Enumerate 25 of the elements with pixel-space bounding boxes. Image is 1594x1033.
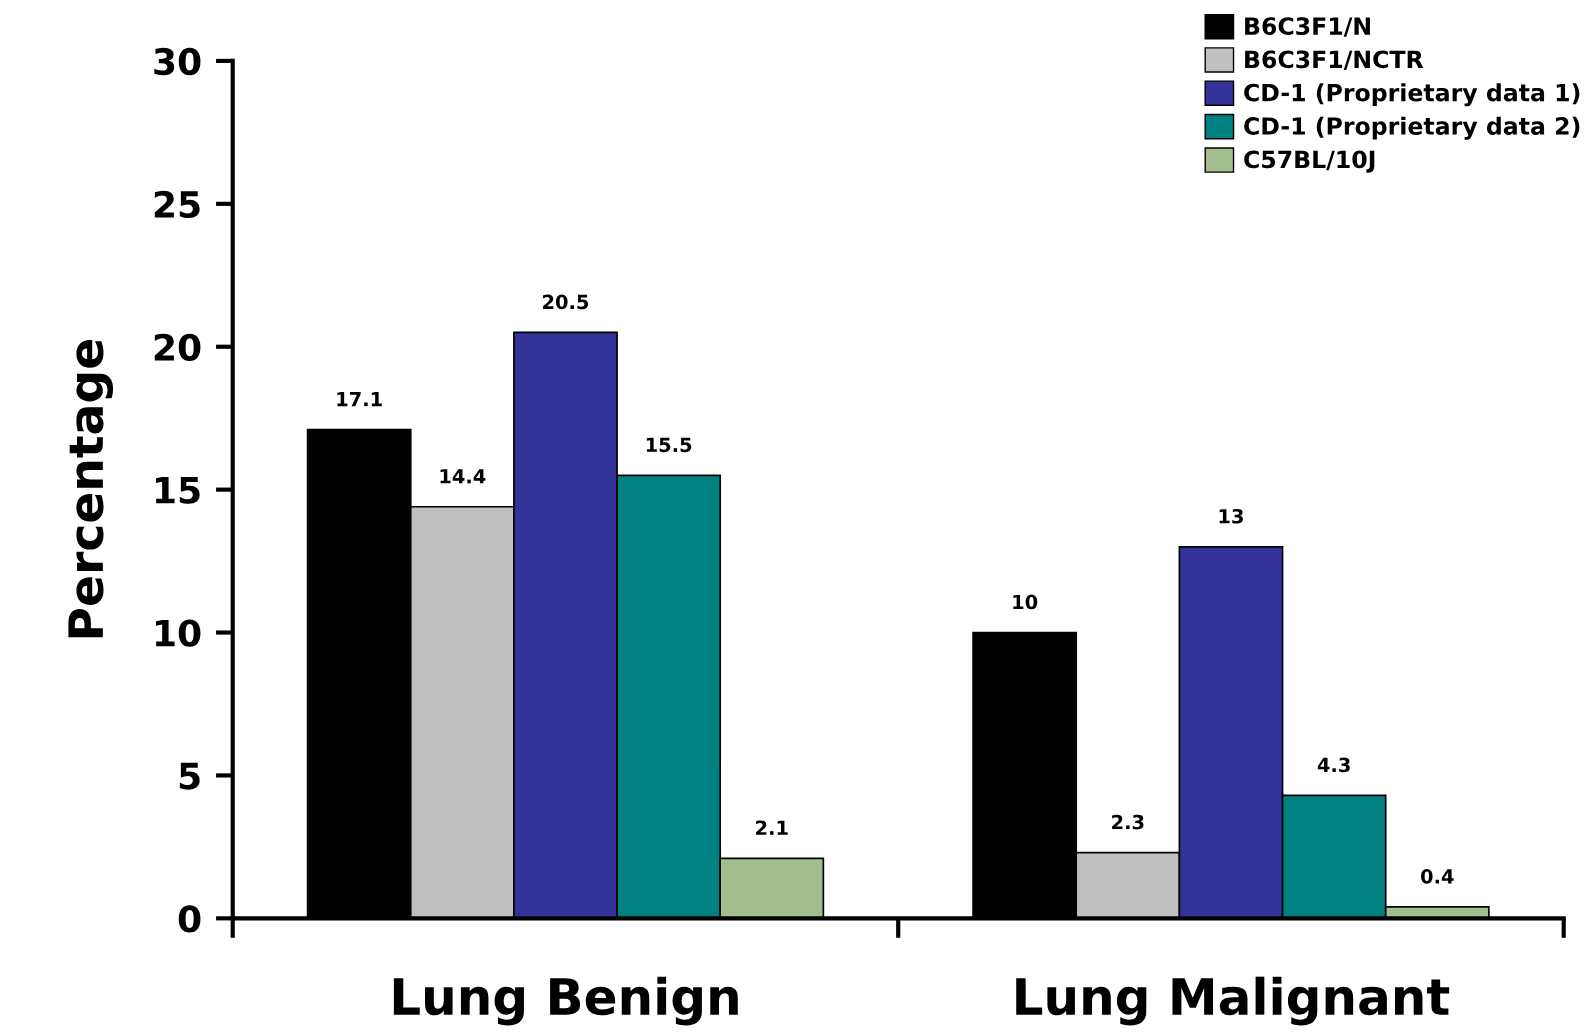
legend-label: B6C3F1/NCTR (1245, 50, 1424, 71)
y-tick-label: 0 (178, 905, 201, 933)
y-axis-title: Percentage (68, 340, 114, 638)
data-label: 4.3 (1317, 757, 1350, 773)
y-tick-label: 20 (154, 333, 201, 361)
data-label: 15.5 (646, 437, 692, 453)
y-tick-label: 30 (154, 47, 201, 76)
data-label: 14.4 (440, 469, 486, 484)
legend-label: CD-1 (Proprietary data 2) (1244, 116, 1580, 140)
y-tick-label: 25 (154, 190, 200, 219)
data-label: 10 (1013, 594, 1038, 610)
legend-label: CD-1 (Proprietary data 1) (1244, 83, 1580, 107)
y-tick-label: 10 (155, 619, 201, 647)
data-label: 2.1 (756, 820, 788, 835)
legend-label: C57BL/10J (1244, 150, 1375, 173)
data-label: 0.4 (1420, 868, 1454, 884)
data-label: 17.1 (337, 391, 382, 407)
data-label: 20.5 (543, 294, 589, 310)
y-tick-label: 15 (155, 477, 200, 504)
data-label: 2.3 (1112, 814, 1144, 830)
x-tick-label: Lung Benign (393, 976, 738, 1026)
data-label: 13 (1219, 508, 1243, 524)
legend-label: B6C3F1/N (1245, 17, 1370, 37)
y-tick-label: 5 (179, 762, 200, 790)
x-tick-label: Lung Malignant (1016, 976, 1450, 1026)
